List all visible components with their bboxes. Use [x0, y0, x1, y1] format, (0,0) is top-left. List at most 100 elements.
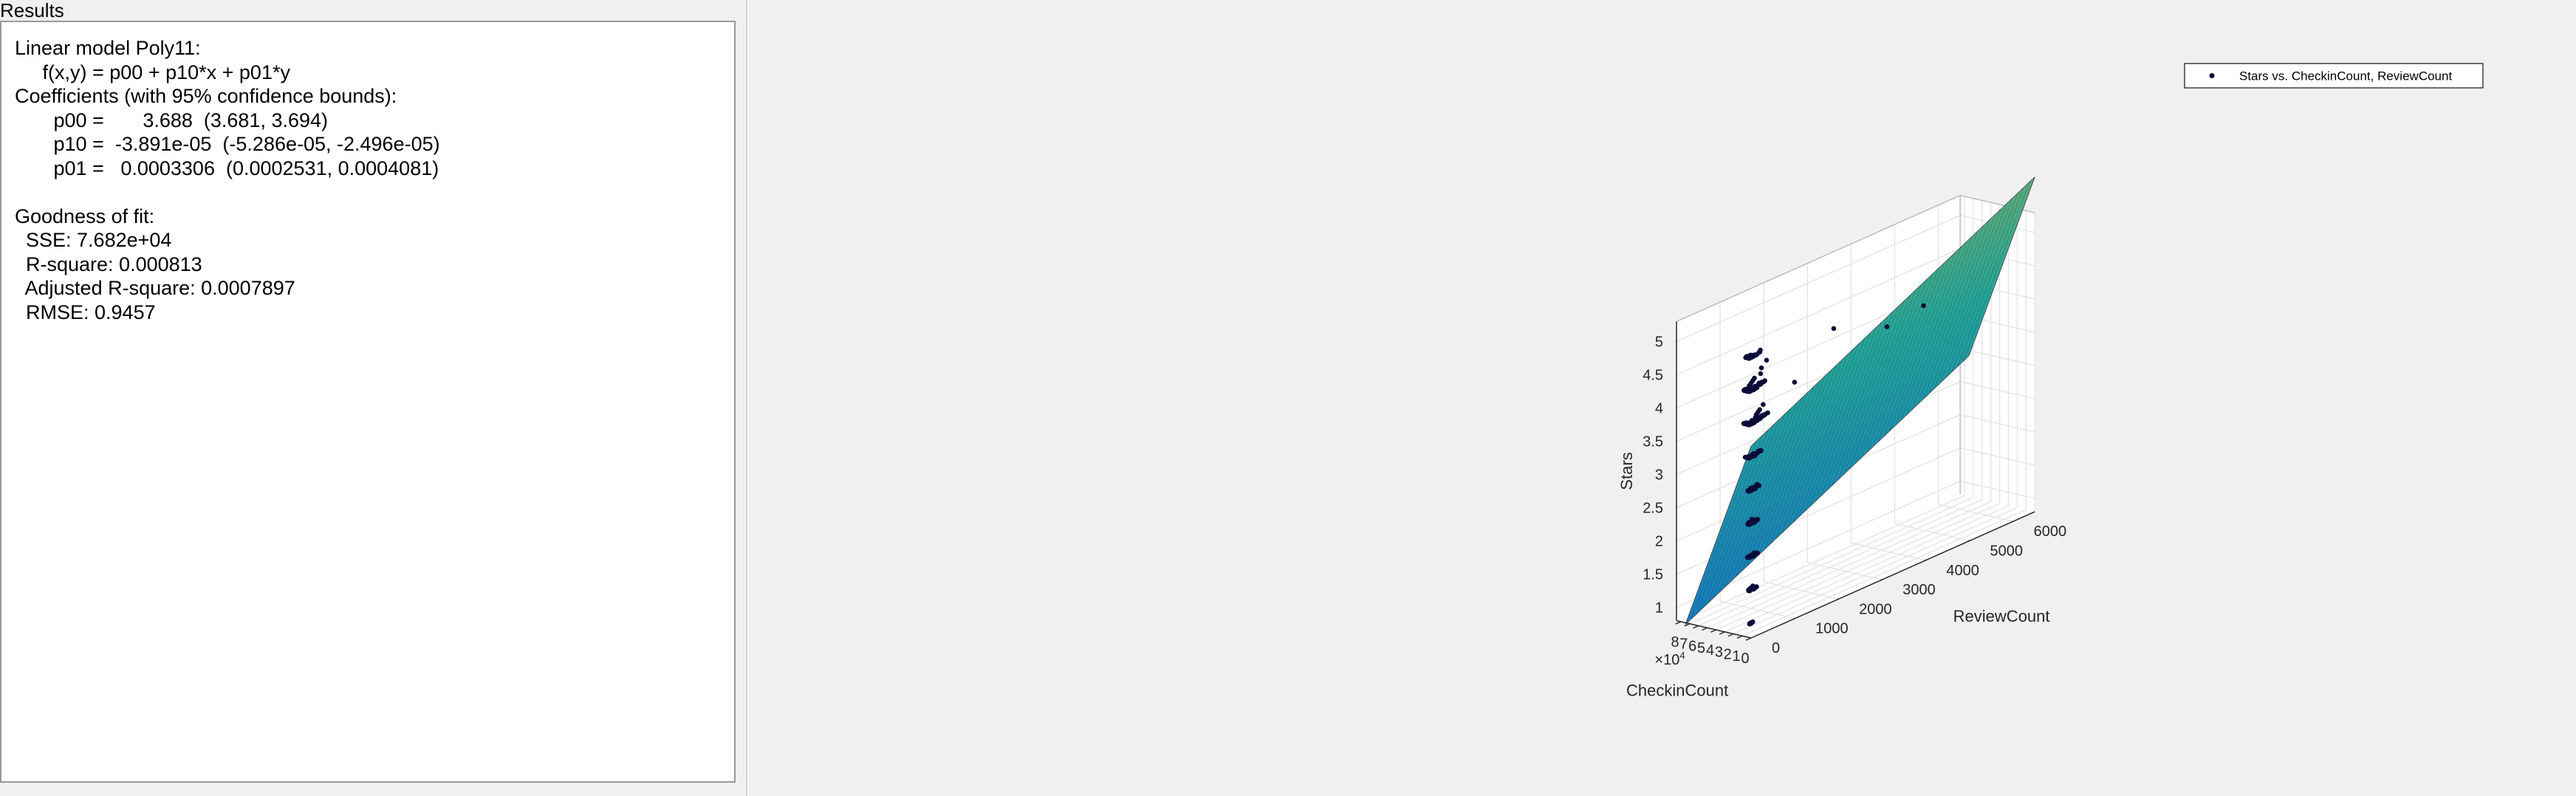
- surface-mesh-line: [1854, 284, 1922, 464]
- surface-mesh-line: [1923, 219, 1990, 399]
- surface-mesh-line: [1770, 365, 1837, 544]
- surface-mesh-line: [1849, 289, 1916, 469]
- surface-mesh-line: [1724, 248, 2009, 518]
- x-tick-label: 4: [1706, 642, 1714, 659]
- z-tick-label: 3.5: [1642, 434, 1663, 450]
- y-grid-line: [1719, 302, 1795, 620]
- x-tick-label: 3: [1715, 645, 1723, 661]
- surface-mesh-line: [1798, 338, 1866, 518]
- x-tick-label: 6: [1688, 638, 1696, 654]
- surface-mesh-line: [1775, 360, 1843, 539]
- surface-mesh-line: [1860, 279, 1928, 459]
- surface-mesh-line: [1934, 209, 2001, 388]
- surface-mesh-line: [1843, 295, 1911, 475]
- result-line: RMSE: 0.9457: [15, 301, 156, 323]
- surface-mesh-line: [1792, 343, 1860, 523]
- surface-mesh-line: [1690, 340, 1975, 611]
- surface-mesh-line: [1707, 424, 1775, 604]
- surface-mesh-line: [1739, 208, 2024, 478]
- y-grid-line: [1850, 244, 1926, 561]
- data-point: [1741, 421, 1747, 427]
- surface-mesh-line: [1710, 287, 1995, 557]
- data-point: [1755, 448, 1761, 454]
- surface-mesh-line: [1696, 435, 1763, 614]
- plot-area[interactable]: 0 1 2 3 4 5 6 7 8 0 1000 2000 3000 4000 5000 6000 1 1.5 2 2…: [750, 0, 2576, 796]
- surface-mesh-line: [1740, 205, 2025, 476]
- surface-mesh-line: [1702, 309, 1987, 579]
- y-tick-label: 4000: [1946, 563, 1979, 579]
- surface-mesh-line: [1928, 214, 1996, 394]
- surface-mesh-line: [1699, 316, 1984, 586]
- surface-mesh-line: [1945, 198, 2012, 377]
- result-line: SSE: 7.682e+04: [15, 229, 172, 251]
- z-axis-label: Stars: [1617, 452, 1636, 490]
- results-title: Results: [0, 0, 64, 21]
- surface-mesh-line: [1728, 237, 2013, 507]
- surface-mesh-line: [1747, 386, 1814, 566]
- fitted-surface: [1685, 176, 2035, 625]
- surface-mesh-line: [1694, 330, 1979, 600]
- panel-splitter[interactable]: [746, 0, 749, 796]
- surface-mesh-line: [1737, 212, 2022, 482]
- surface-mesh-line: [1741, 202, 2026, 472]
- results-panel[interactable]: Linear model Poly11: f(x,y) = p00 + p10*…: [0, 21, 736, 783]
- surface-mesh-line: [1698, 319, 1983, 589]
- surface-mesh-line: [1716, 270, 2001, 540]
- data-point: [1750, 583, 1755, 589]
- result-line: p10 = -3.891e-05 (-5.286e-05, -2.496e-05…: [15, 133, 440, 155]
- x-grid-line: [1716, 205, 2001, 631]
- data-point: [1749, 517, 1755, 522]
- surface-mesh-line: [1894, 247, 1962, 426]
- surface-mesh-line: [1877, 263, 1945, 442]
- x-tick-label: 8: [1671, 634, 1679, 651]
- y-axis-label: ReviewCount: [1953, 607, 2050, 625]
- surface-mesh-line: [1688, 348, 1972, 618]
- data-point: [1748, 354, 1754, 360]
- surface-mesh-line: [1826, 311, 1894, 491]
- x-tick: [1693, 625, 1699, 629]
- x-tick: [1736, 635, 1743, 639]
- surface-mesh-line: [1962, 182, 2029, 362]
- data-point: [1757, 407, 1762, 412]
- data-point: [1921, 303, 1926, 309]
- x-tick-label: 1: [1733, 648, 1741, 665]
- data-point: [1752, 375, 1757, 381]
- surface-mesh-line: [1906, 236, 1973, 415]
- surface-mesh-line: [1711, 284, 1996, 554]
- data-point: [1764, 357, 1770, 363]
- surface-mesh-line: [1733, 223, 2018, 493]
- surface-mesh-line: [1691, 337, 1976, 608]
- y-tick-label: 5000: [1990, 543, 2024, 560]
- surface-mesh-line: [1713, 419, 1780, 598]
- data-point: [1743, 388, 1748, 394]
- z-tick-label: 4: [1655, 401, 1663, 417]
- surface-mesh-line: [1720, 258, 2005, 529]
- surface-mesh-line: [1917, 225, 1984, 405]
- x-tick: [1727, 633, 1734, 637]
- result-line: R-square: 0.000813: [15, 253, 202, 275]
- surface-mesh-line: [1700, 312, 1985, 583]
- x-grid-line: [1724, 206, 2010, 633]
- surface-mesh-line: [1837, 301, 1905, 480]
- surface-mesh-line: [1809, 327, 1877, 507]
- surface-mesh-line: [1940, 204, 2007, 383]
- surface-mesh-line: [1732, 227, 2017, 497]
- x-tick-label: 5: [1697, 640, 1705, 656]
- surface-mesh-line: [1727, 241, 2012, 511]
- surface-mesh-line: [1815, 322, 1883, 501]
- surface-mesh-line: [1741, 392, 1809, 572]
- data-point: [1751, 550, 1756, 556]
- y-tick-label: 6000: [2034, 524, 2067, 540]
- surface-mesh-line: [1730, 233, 2014, 504]
- data-point: [1831, 326, 1837, 332]
- legend-box: [2184, 63, 2484, 89]
- surface-mesh-line: [1723, 252, 2008, 522]
- surface-mesh-line: [1900, 241, 1967, 421]
- surface-mesh-line: [1911, 230, 1979, 410]
- surface-mesh-line: [1730, 230, 2015, 500]
- surface-mesh-line: [1742, 198, 2027, 468]
- legend-label: Stars vs. CheckinCount, ReviewCount: [2239, 69, 2452, 83]
- surface-mesh-line: [1735, 219, 2020, 490]
- surface-mesh-line: [1708, 291, 1993, 561]
